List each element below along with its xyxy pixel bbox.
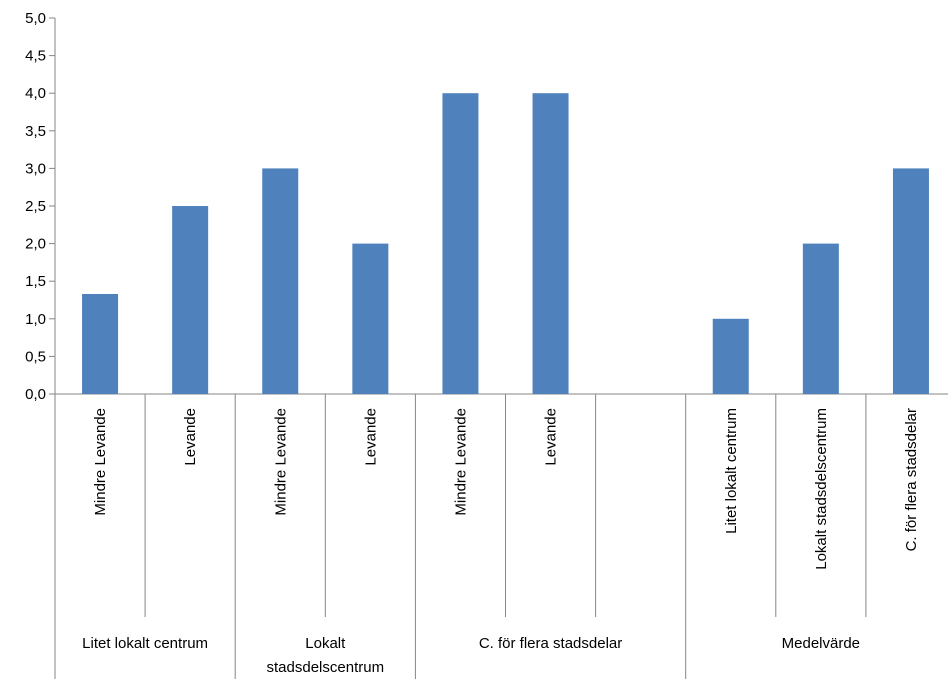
x-group-label-line: C. för flera stadsdelar: [479, 635, 622, 652]
y-tick-label: 1,0: [25, 311, 46, 328]
y-tick-label: 1,5: [25, 273, 46, 290]
y-tick-label: 0,5: [25, 348, 46, 365]
plot-area: 0,0 0,5 1,0 1,5 2,0 2,5 3,0 3,5 4,0 4,5 5,0 Mindre …: [25, 10, 948, 679]
x-category-label: Mindre Levande: [92, 408, 109, 516]
y-tick-label: 4,0: [25, 85, 46, 102]
x-group-label: Lokalt stadsdelscentrum: [267, 635, 385, 676]
bar: [802, 243, 839, 394]
x-category-label: Mindre Levande: [452, 408, 469, 516]
bar: [712, 318, 749, 394]
x-group-label-line: Medelvärde: [782, 635, 860, 652]
y-tick-label: 4,5: [25, 48, 46, 65]
bar: [892, 168, 929, 394]
x-category-label: Levande: [182, 408, 199, 466]
bar: [172, 206, 209, 394]
y-tick-label: 0,0: [25, 386, 46, 403]
bar: [352, 243, 389, 394]
x-category-label: Litet lokalt centrum: [723, 408, 740, 534]
bar: [532, 93, 569, 394]
y-tick-label: 5,0: [25, 10, 46, 27]
y-tick-label: 3,5: [25, 123, 46, 140]
x-category-label: Mindre Levande: [272, 408, 289, 516]
x-group-label: C. för flera stadsdelar: [479, 635, 622, 652]
x-group-label-line: Lokalt: [305, 635, 346, 652]
x-category-label: Lokalt stadsdelscentrum: [813, 408, 830, 570]
x-group-label-line: Litet lokalt centrum: [82, 635, 208, 652]
y-tick-label: 2,5: [25, 198, 46, 215]
y-tick-label: 3,0: [25, 160, 46, 177]
x-group-label: Medelvärde: [782, 635, 860, 652]
bar: [262, 168, 299, 394]
x-group-label: Litet lokalt centrum: [82, 635, 208, 652]
x-category-label: Levande: [362, 408, 379, 466]
x-category-label: Levande: [543, 408, 560, 466]
x-category-label: C. för flera stadsdelar: [903, 408, 920, 551]
y-tick-label: 2,0: [25, 236, 46, 253]
bar: [442, 93, 479, 394]
x-group-label-line: stadsdelscentrum: [267, 659, 385, 676]
bar: [82, 293, 119, 394]
